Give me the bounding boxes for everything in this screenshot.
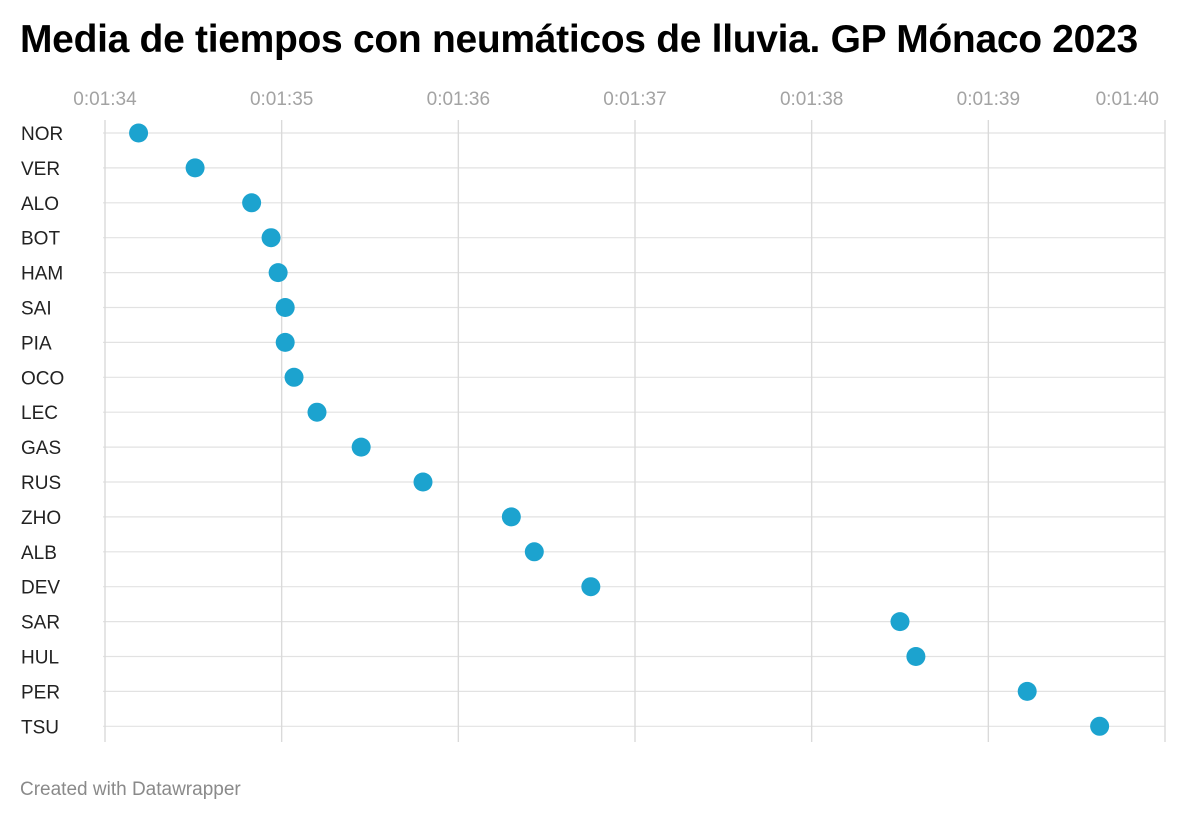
category-label: GAS xyxy=(21,438,61,459)
category-label: TSU xyxy=(21,717,59,738)
category-label: ALO xyxy=(21,194,59,215)
data-point xyxy=(524,542,544,562)
category-label: HAM xyxy=(21,264,63,285)
category-label: ALB xyxy=(21,543,57,564)
category-label: PER xyxy=(21,682,60,703)
data-point xyxy=(129,123,149,143)
category-label: PIA xyxy=(21,333,52,354)
data-point xyxy=(275,332,295,352)
category-label: HUL xyxy=(21,648,59,669)
category-label: SAI xyxy=(21,299,52,320)
x-tick-label: 0:01:35 xyxy=(250,89,313,110)
x-tick-label: 0:01:34 xyxy=(73,89,137,110)
category-label: ZHO xyxy=(21,508,61,529)
data-point xyxy=(268,263,288,283)
x-tick-label: 0:01:39 xyxy=(957,89,1020,110)
grid-lines xyxy=(103,120,1166,742)
data-point xyxy=(275,298,295,317)
data-point xyxy=(284,367,304,387)
data-points xyxy=(129,123,1110,736)
category-label: VER xyxy=(21,159,60,180)
data-point xyxy=(185,158,205,178)
x-tick-label: 0:01:37 xyxy=(603,89,666,110)
x-tick-label: 0:01:36 xyxy=(427,89,490,110)
category-label: RUS xyxy=(21,473,61,494)
data-point xyxy=(261,228,281,248)
category-label: DEV xyxy=(21,578,60,599)
data-point xyxy=(351,437,371,457)
footer-credit: Created with Datawrapper xyxy=(20,779,241,800)
data-point xyxy=(906,647,926,666)
data-point xyxy=(1090,716,1110,736)
y-axis-categories: NOR VER ALO BOT HAM SAI PIA OCO LEC GAS RUS ZHO ALB D… xyxy=(21,124,64,738)
data-point xyxy=(501,507,521,527)
data-point xyxy=(890,612,910,632)
x-tick-label: 0:01:38 xyxy=(780,89,843,110)
category-label: SAR xyxy=(21,613,60,634)
data-point xyxy=(307,402,327,422)
category-label: BOT xyxy=(21,229,60,250)
data-point xyxy=(413,472,433,492)
data-point xyxy=(242,193,262,213)
category-label: LEC xyxy=(21,403,58,424)
x-axis-ticks: 0:01:34 0:01:35 0:01:36 0:01:37 0:01:38 0:01:… xyxy=(73,89,1159,110)
category-label: OCO xyxy=(21,368,64,389)
x-tick-label: 0:01:40 xyxy=(1096,89,1159,110)
category-label: NOR xyxy=(21,124,63,145)
data-point xyxy=(581,577,601,597)
data-point xyxy=(1017,681,1037,701)
chart-title: Media de tiempos con neumáticos de lluvi… xyxy=(20,18,1138,61)
